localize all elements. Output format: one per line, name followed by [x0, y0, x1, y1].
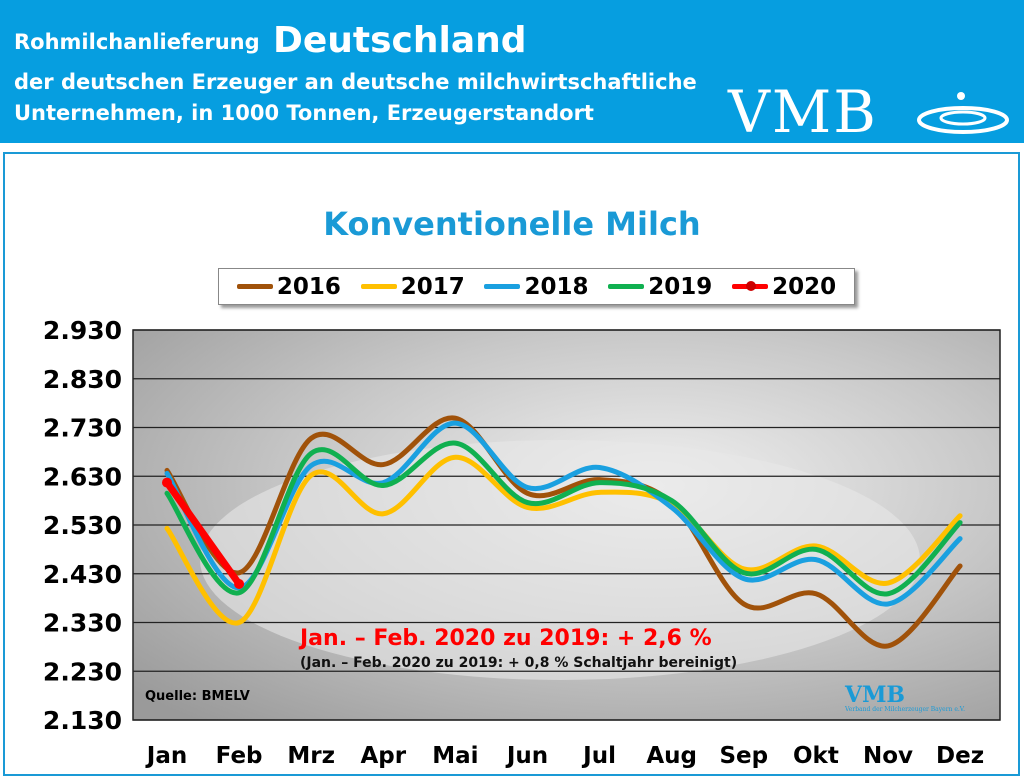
header-subject: Rohmilchanlieferung: [14, 30, 260, 54]
y-tick-label: 2.830: [43, 365, 122, 394]
y-tick-label: 2.730: [43, 414, 122, 443]
legend-label: 2020: [772, 273, 837, 300]
legend-label: 2018: [524, 273, 589, 300]
annotation-main: Jan. – Feb. 2020 zu 2019: + 2,6 %: [298, 626, 712, 651]
legend-item-2020: 2020: [732, 274, 836, 300]
series-line-2020: [163, 479, 243, 588]
watermark-logo: VMB: [844, 682, 905, 708]
x-tick-label: Mai: [432, 743, 478, 769]
chart-title: Konventionelle Milch: [323, 205, 701, 243]
header-banner: Rohmilchanlieferung Deutschland der deut…: [0, 0, 1024, 146]
watermark-sub: Verband der Milcherzeuger Bayern e.V.: [844, 706, 965, 713]
milk-splash-background: [200, 440, 920, 680]
x-tick-label: Apr: [360, 743, 406, 769]
series-line-2018: [164, 420, 963, 607]
y-tick-label: 2.330: [43, 609, 122, 638]
x-tick-label: Aug: [646, 743, 697, 769]
series-marker-2020: [234, 578, 245, 589]
milk-drop-logo-icon: [917, 92, 1009, 134]
header-line1: Rohmilchanlieferung Deutschland: [14, 20, 527, 61]
header-line3: Unternehmen, in 1000 Tonnen, Erzeugersta…: [14, 101, 594, 125]
legend-swatch: [608, 284, 645, 289]
y-tick-label: 2.930: [43, 316, 122, 345]
legend-swatch: [360, 284, 397, 289]
legend-swatch: [732, 281, 769, 291]
source-label: Quelle: BMELV: [145, 689, 250, 704]
x-tick-label: Feb: [216, 743, 263, 769]
series-line-2017: [164, 454, 963, 626]
y-tick-label: 2.430: [43, 560, 122, 589]
legend-label: 2019: [648, 273, 713, 300]
series-line-2016: [164, 415, 963, 649]
x-tick-label: Okt: [793, 743, 839, 769]
series-marker-2020: [162, 477, 172, 488]
legend-item-2016: 2016: [236, 273, 341, 300]
x-tick-label: Nov: [863, 743, 913, 769]
x-tick-label: Dez: [936, 743, 984, 769]
x-tick-label: Jun: [505, 743, 548, 769]
annotation-sub: (Jan. – Feb. 2020 zu 2019: + 0,8 % Schal…: [300, 655, 737, 671]
legend: 2016 2017 2018 2019 2020: [218, 268, 855, 305]
y-tick-label: 2.530: [43, 511, 122, 540]
header-country: Deutschland: [272, 20, 527, 61]
legend-label: 2017: [400, 273, 465, 300]
x-tick-label: Sep: [719, 743, 768, 769]
y-tick-label: 2.630: [43, 462, 122, 491]
legend-item-2018: 2018: [484, 273, 589, 300]
vmb-logo: VMB: [728, 78, 1009, 146]
header-line2: der deutschen Erzeuger an deutsche milch…: [14, 70, 697, 94]
legend-swatch: [236, 284, 273, 289]
x-tick-label: Jan: [145, 743, 187, 769]
legend-swatch: [484, 284, 521, 289]
legend-item-2017: 2017: [360, 273, 465, 300]
legend-item-2019: 2019: [608, 274, 712, 300]
legend-label: 2016: [276, 273, 341, 300]
x-tick-label: Mrz: [287, 743, 335, 769]
x-tick-label: Jul: [581, 743, 616, 769]
series-line-2019: [164, 440, 963, 597]
y-tick-label: 2.230: [43, 657, 122, 686]
y-tick-label: 2.130: [43, 706, 122, 735]
